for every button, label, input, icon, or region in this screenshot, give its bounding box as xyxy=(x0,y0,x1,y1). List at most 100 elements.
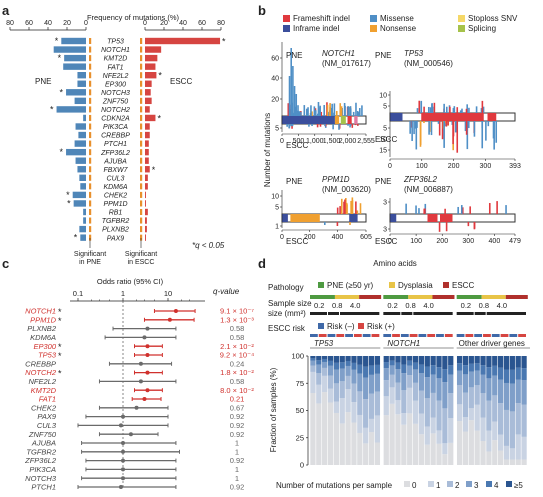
mutation-bar-pne xyxy=(423,106,425,113)
mutation-bar-pne xyxy=(460,205,463,214)
mutation-bar-pne xyxy=(339,103,342,116)
sig-label-pne: in PNE xyxy=(79,259,101,266)
stacked-segment xyxy=(474,356,480,364)
gene-label: KDM6A xyxy=(103,184,127,191)
sig-star: * xyxy=(66,190,70,200)
pathology-strip xyxy=(481,295,506,299)
gene-label: TGFBR2 xyxy=(102,218,130,225)
mutation-bar-escc xyxy=(288,124,291,129)
mutation-bar-pne xyxy=(350,200,352,214)
size-label: Sample size xyxy=(268,299,312,308)
stacked-segment xyxy=(468,356,474,364)
tick-label: 60 xyxy=(271,56,279,63)
sig-marker-pne xyxy=(89,97,92,104)
escc-bar xyxy=(145,131,150,139)
pne-bar xyxy=(77,166,86,173)
group-label: TP53 xyxy=(314,339,334,348)
stacked-segment xyxy=(345,389,351,413)
legend-note: *q < 0.05 xyxy=(192,241,225,250)
sig-marker-pne xyxy=(89,46,92,53)
legend-label: Risk (–) xyxy=(327,322,355,331)
pne-bar xyxy=(80,183,86,190)
gene-label: NFE2L2 xyxy=(103,73,129,80)
tick-label: 60 xyxy=(25,20,33,27)
mutation-bar-escc xyxy=(415,121,418,150)
stacked-segment xyxy=(468,420,474,465)
mutation-bar-escc xyxy=(332,124,334,130)
stacked-segment xyxy=(345,375,351,390)
legend-label: 1 xyxy=(436,481,441,490)
gene-label: EP300 xyxy=(33,342,56,351)
odds-ratio-point xyxy=(145,353,150,357)
sig-marker-pne xyxy=(89,200,92,207)
risk-strip xyxy=(491,334,500,337)
q-value: 0.58 xyxy=(230,377,245,386)
stacked-segment xyxy=(418,364,425,374)
stacked-segment xyxy=(389,356,395,361)
mutation-bar-escc xyxy=(349,124,351,128)
mutation-bar-pne xyxy=(300,111,302,116)
risk-strip xyxy=(327,334,336,337)
stacked-segment xyxy=(492,395,498,422)
mutation-bar-pne xyxy=(431,103,433,113)
stacked-segment xyxy=(468,371,474,388)
mutation-bar-pne xyxy=(326,104,329,116)
stacked-segment xyxy=(497,379,504,404)
stacked-segment xyxy=(383,362,389,369)
mutation-bar-escc xyxy=(485,121,487,141)
mutation-bar-escc xyxy=(438,121,441,136)
legend-label: ≥5 xyxy=(514,481,523,490)
risk-strip xyxy=(371,334,380,337)
mutation-bar-pne xyxy=(290,48,292,116)
stacked-segment xyxy=(480,441,486,465)
size-tick: 4.0 xyxy=(497,301,507,310)
pne-bar xyxy=(83,114,86,122)
stacked-segment xyxy=(389,387,395,404)
stacked-segment xyxy=(363,427,369,444)
stacked-segment xyxy=(345,356,351,361)
size-bar xyxy=(486,312,526,315)
stacked-segment xyxy=(368,374,375,394)
stacked-segment xyxy=(407,413,413,465)
mutation-bar-pne xyxy=(453,106,456,113)
gene-label: PLXNB2 xyxy=(102,227,129,234)
group-label-pne: PNE xyxy=(35,77,51,86)
q-value: 0.58 xyxy=(230,324,245,333)
stacked-segment xyxy=(418,413,425,435)
size-tick: 0.8 xyxy=(332,301,342,310)
stacked-segment xyxy=(383,380,389,397)
mutation-bar-pne xyxy=(359,203,362,214)
tick-label: 0 xyxy=(280,234,284,241)
d-ylabel: Fraction of samples (%) xyxy=(269,367,278,452)
stacked-segment xyxy=(462,392,469,418)
mutation-bar-pne xyxy=(298,111,301,116)
stacked-segment xyxy=(374,373,381,392)
gene-label: PIK3CA xyxy=(29,465,56,474)
size-bar xyxy=(474,312,486,315)
stacked-segment xyxy=(310,371,316,394)
legend-label: 4 xyxy=(494,481,499,490)
protein-domain xyxy=(390,113,403,121)
escc-bar xyxy=(145,148,149,156)
mutation-bar-pne xyxy=(465,108,468,113)
stacked-segment xyxy=(363,443,369,465)
mutation-bar-pne xyxy=(461,207,464,214)
stacked-segment xyxy=(424,426,430,445)
stacked-segment xyxy=(456,421,463,465)
stacked-segment xyxy=(424,366,430,378)
sig-marker-escc xyxy=(140,226,143,233)
mutation-bar-escc xyxy=(438,222,441,232)
mutation-bar-escc xyxy=(336,222,339,226)
tick-label: 200 xyxy=(448,163,460,170)
gene-label: TP53 xyxy=(38,351,57,360)
escc-bar xyxy=(145,63,156,70)
mutation-bar-pne xyxy=(457,206,459,214)
mutation-bar-escc xyxy=(481,121,484,149)
size-bar xyxy=(413,312,453,315)
legend-swatch xyxy=(428,481,434,487)
size-tick: 0.2 xyxy=(314,301,324,310)
gene-label: FAT1 xyxy=(107,64,123,71)
tick-label: 0 xyxy=(300,461,304,470)
stacked-segment xyxy=(436,356,442,368)
gene-label: PTCH1 xyxy=(104,141,127,148)
